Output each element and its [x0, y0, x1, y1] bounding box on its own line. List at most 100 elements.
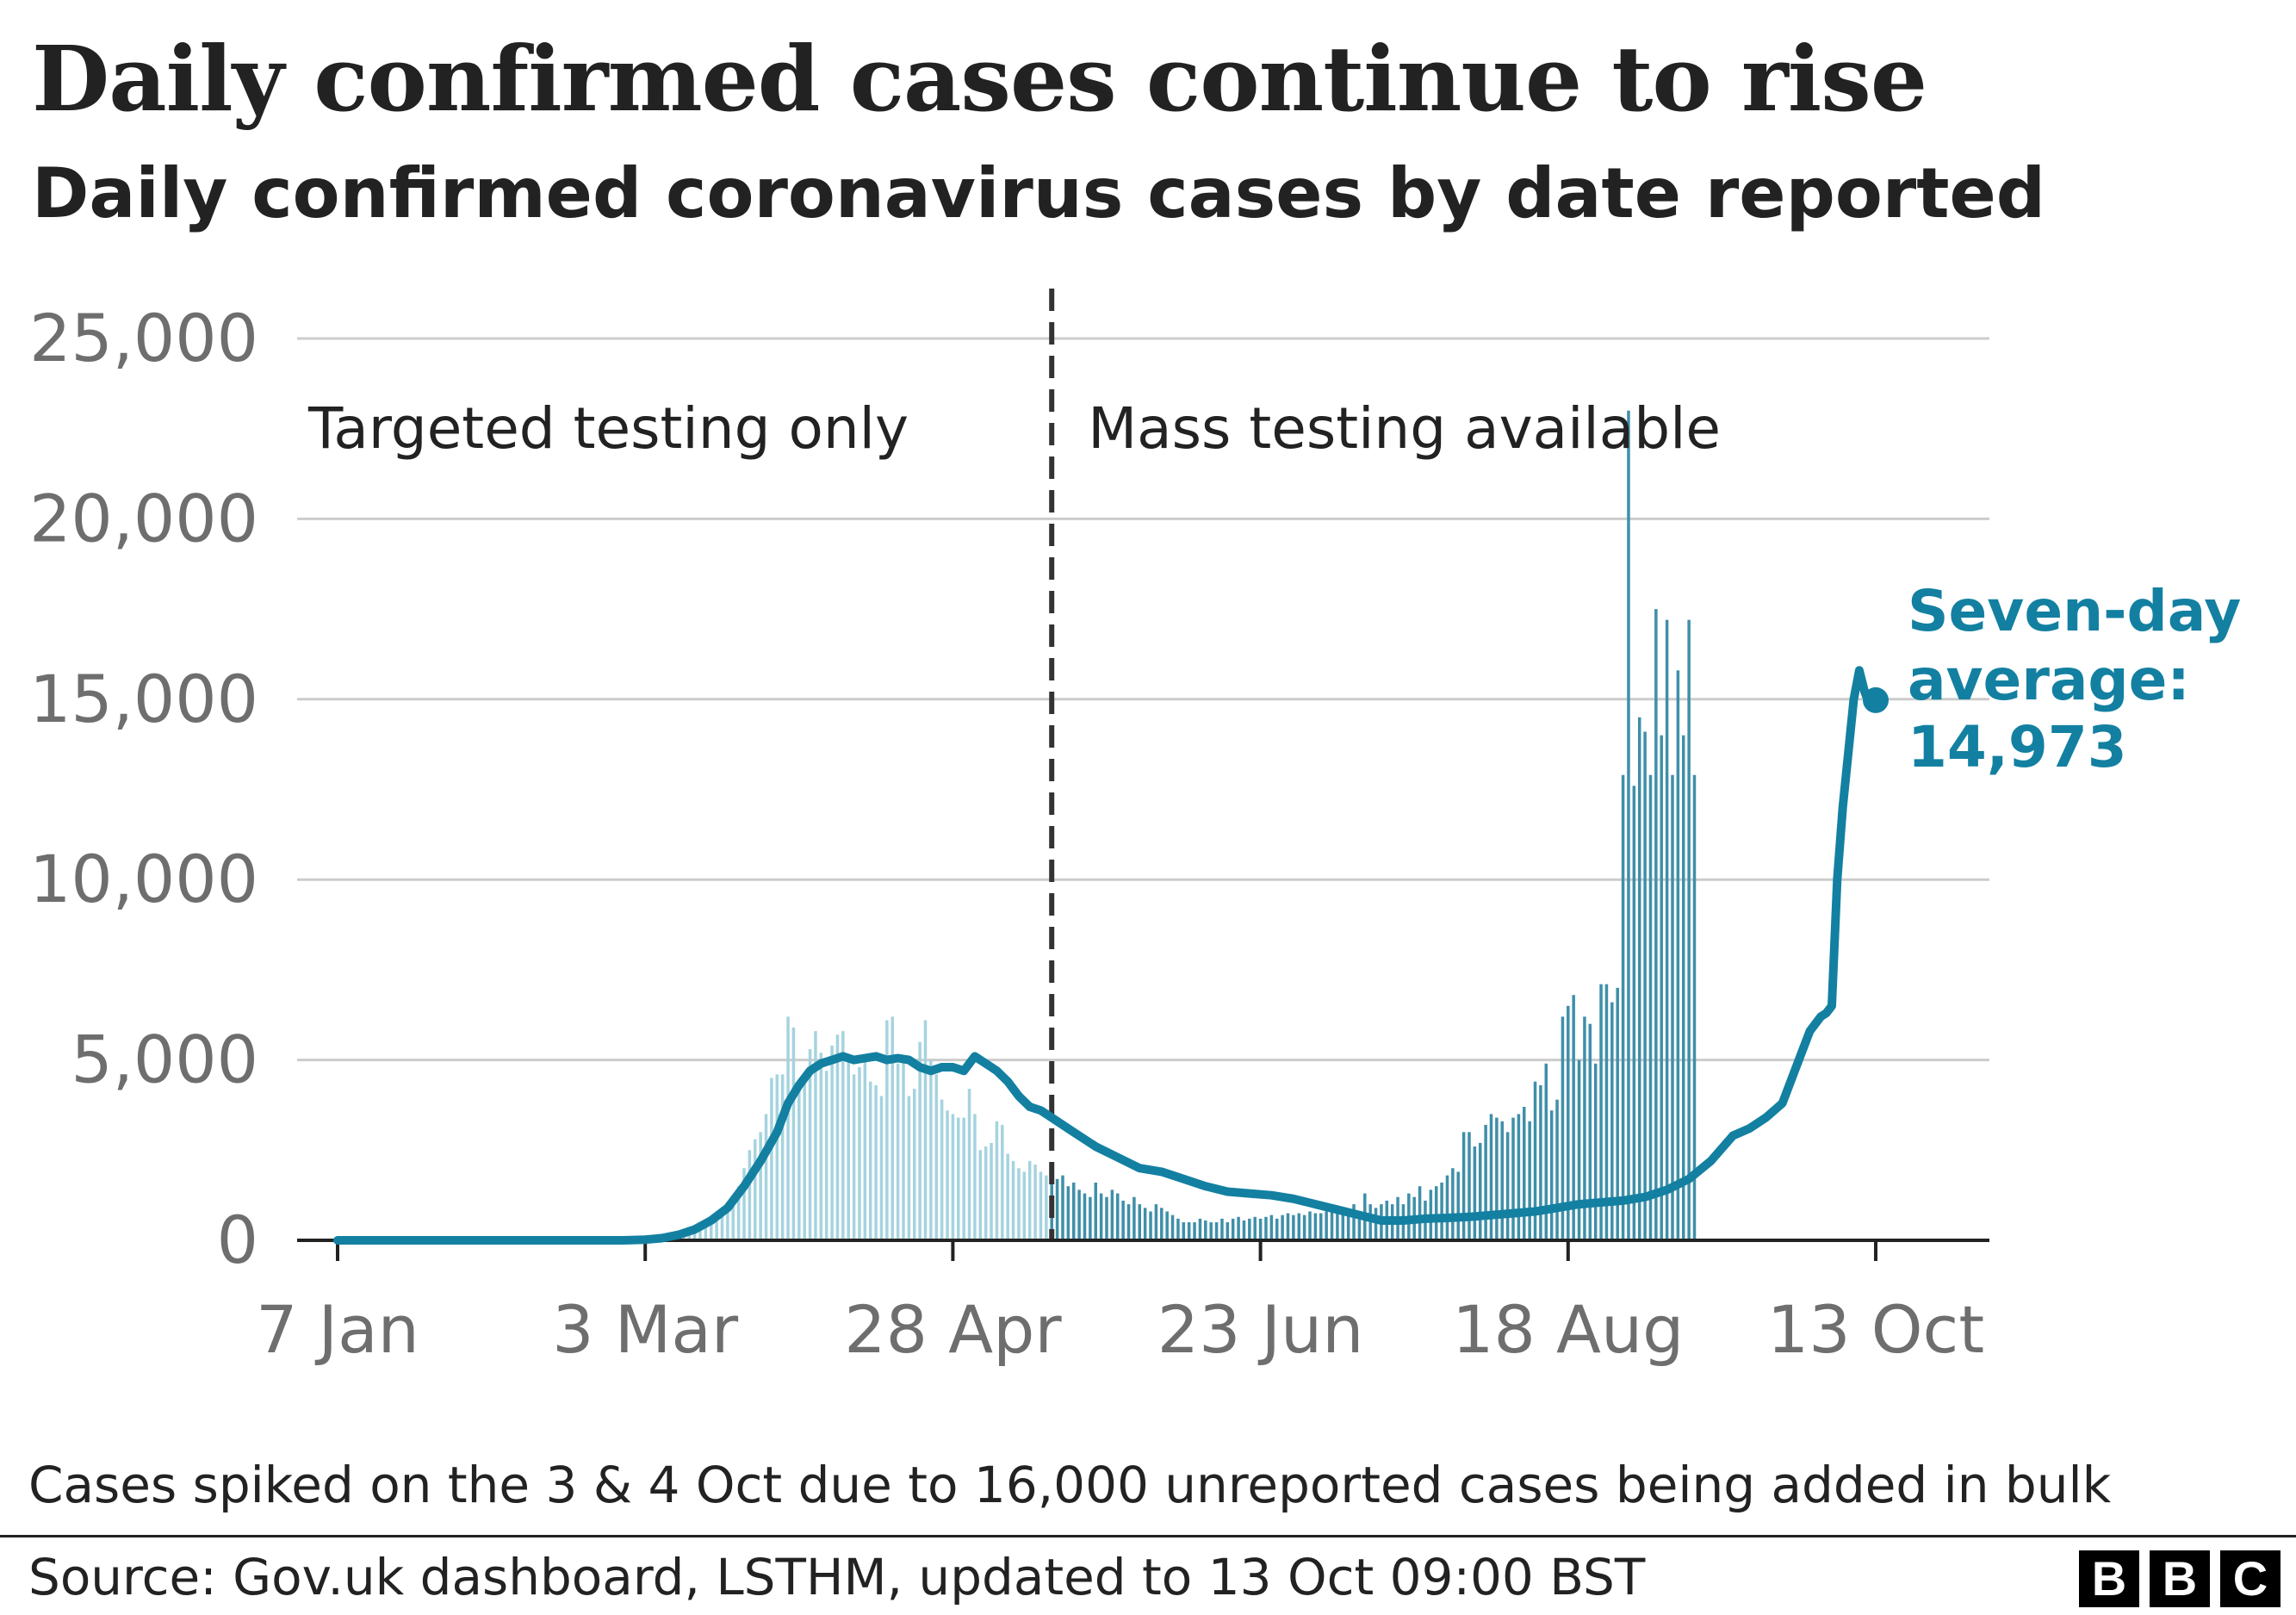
daily-bar: [1451, 1168, 1455, 1240]
daily-bar: [1160, 1208, 1164, 1240]
daily-bar: [1193, 1222, 1196, 1240]
daily-bar: [748, 1150, 752, 1240]
daily-bar: [1572, 995, 1575, 1240]
daily-bar: [1237, 1216, 1240, 1240]
daily-bar: [1066, 1186, 1070, 1240]
daily-bar: [1281, 1214, 1284, 1240]
daily-bar: [990, 1142, 993, 1240]
daily-bar: [1341, 1208, 1345, 1240]
daily-bar: [1308, 1211, 1312, 1240]
daily-bar: [1126, 1204, 1131, 1240]
daily-bar: [1660, 735, 1663, 1240]
daily-bar: [1297, 1213, 1301, 1240]
daily-bar: [879, 1096, 884, 1240]
daily-bar: [1357, 1211, 1362, 1240]
daily-bar: [973, 1114, 977, 1240]
daily-bar: [1561, 1016, 1565, 1240]
daily-bar: [1258, 1218, 1263, 1240]
daily-bar: [1583, 1016, 1586, 1240]
daily-bar: [1528, 1121, 1531, 1240]
daily-bar: [957, 1117, 960, 1240]
y-tick-label: 10,000: [29, 841, 258, 917]
daily-bar: [1418, 1186, 1422, 1240]
daily-bar: [1033, 1165, 1037, 1240]
region-label-targeted: Targeted testing only: [307, 395, 909, 462]
daily-bar: [885, 1020, 889, 1240]
daily-bar: [852, 1074, 856, 1240]
daily-bar: [962, 1117, 965, 1240]
daily-bar: [698, 1228, 702, 1240]
daily-bar: [1138, 1204, 1142, 1240]
daily-bar: [929, 1059, 933, 1240]
daily-bar: [1616, 987, 1619, 1240]
daily-bar: [1017, 1168, 1021, 1240]
daily-bar: [1275, 1218, 1279, 1240]
avg-label-value: 14,973: [1908, 714, 2127, 780]
daily-bar: [1687, 619, 1691, 1240]
daily-bar: [951, 1114, 955, 1240]
daily-bar: [1182, 1222, 1186, 1240]
daily-bar: [1027, 1160, 1032, 1240]
daily-bar: [1248, 1218, 1251, 1240]
daily-bar: [731, 1196, 735, 1240]
daily-bar: [1517, 1114, 1521, 1240]
daily-bar: [1648, 774, 1653, 1240]
daily-bar: [775, 1074, 779, 1240]
daily-case-bars: [611, 410, 1697, 1240]
daily-bar: [1204, 1220, 1207, 1240]
daily-bar: [1456, 1171, 1460, 1240]
daily-bar: [1330, 1209, 1334, 1240]
daily-bar: [1468, 1132, 1471, 1240]
daily-bar: [1176, 1218, 1180, 1240]
avg-label-line-2: average:: [1908, 647, 2190, 713]
daily-bar: [1440, 1182, 1443, 1240]
daily-bar: [1039, 1171, 1043, 1240]
daily-bar: [1599, 984, 1603, 1240]
daily-bar: [1484, 1124, 1487, 1240]
daily-bar: [1055, 1178, 1059, 1240]
x-tick-label: 13 Oct: [1767, 1291, 1984, 1368]
daily-bar: [1149, 1211, 1152, 1240]
daily-bar: [720, 1211, 724, 1240]
daily-bar: [1352, 1204, 1356, 1240]
daily-bar: [1632, 786, 1636, 1240]
daily-bar: [709, 1222, 713, 1240]
daily-bar: [1121, 1200, 1125, 1240]
daily-bar: [1292, 1214, 1295, 1240]
daily-bar: [1022, 1171, 1027, 1240]
daily-bar: [1495, 1117, 1499, 1240]
avg-label-line-1: Seven-day: [1908, 578, 2241, 644]
daily-bar: [1567, 1005, 1570, 1240]
seven-day-average-endpoint: [1863, 686, 1889, 713]
footnote: Cases spiked on the 3 & 4 Oct due to 16,…: [28, 1456, 2112, 1514]
daily-bar: [896, 1063, 900, 1240]
daily-bar: [786, 1016, 790, 1240]
daily-bar: [1445, 1175, 1449, 1240]
daily-bar: [704, 1224, 708, 1240]
daily-bar: [1654, 609, 1658, 1240]
daily-bar: [912, 1089, 916, 1240]
y-tick-label: 0: [217, 1202, 258, 1278]
daily-bar: [995, 1121, 999, 1240]
daily-bar: [1319, 1213, 1323, 1240]
daily-bar: [1214, 1222, 1219, 1240]
daily-bar: [868, 1081, 872, 1240]
daily-bar: [841, 1031, 845, 1240]
daily-bar: [1006, 1153, 1009, 1240]
daily-bar: [907, 1096, 911, 1240]
daily-bar: [1671, 774, 1674, 1240]
y-tick-label: 20,000: [29, 480, 258, 556]
daily-bar: [1692, 774, 1697, 1240]
daily-bar: [1336, 1211, 1339, 1240]
daily-bar: [1665, 619, 1669, 1240]
daily-bar: [1313, 1213, 1318, 1240]
daily-bar: [847, 1059, 850, 1240]
daily-bar: [967, 1089, 971, 1240]
daily-bar: [791, 1027, 796, 1240]
daily-bar: [1374, 1208, 1378, 1240]
daily-bar: [1116, 1193, 1120, 1240]
chart-subtitle: Daily confirmed coronavirus cases by dat…: [32, 153, 2046, 233]
daily-bar: [830, 1045, 834, 1240]
daily-bar: [1676, 670, 1680, 1240]
daily-bar: [1461, 1132, 1466, 1240]
